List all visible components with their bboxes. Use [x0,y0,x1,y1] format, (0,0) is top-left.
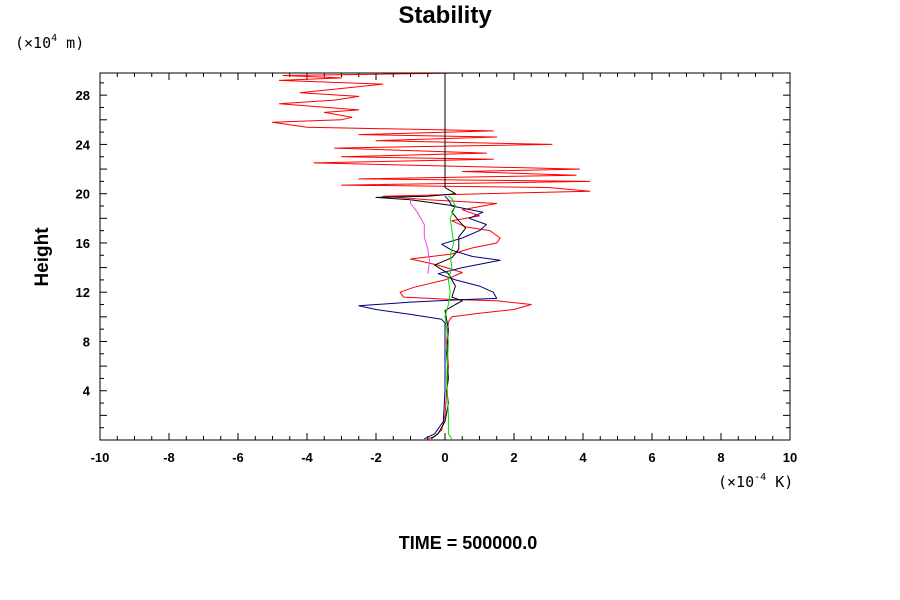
chart-title: Stability [398,2,492,29]
x-tick-label: -10 [91,450,110,465]
y-unit-exponent: 4 [51,33,57,44]
x-unit-label: (×10-4 K) [718,472,793,491]
y-tick-label: 28 [76,88,90,103]
series-layer [272,72,591,440]
time-footer: TIME = 500000.0 [399,533,538,553]
y-tick-label: 20 [76,187,90,202]
y-unit-suffix: m) [57,34,84,52]
x-tick-label: -8 [163,450,175,465]
series-line-5 [444,195,456,440]
series-line-1 [272,72,591,440]
x-tick-label: 8 [717,450,724,465]
y-unit-label: (×104 m) [15,33,84,52]
x-tick-label: -6 [232,450,244,465]
y-tick-label: 16 [76,236,90,251]
y-unit-prefix: (×10 [15,34,51,52]
y-tick-label: 24 [76,137,91,152]
x-tick-label: 10 [783,450,797,465]
series-line-2 [358,195,501,440]
y-tick-label: 8 [83,334,90,349]
x-unit-suffix: K) [766,473,793,491]
x-tick-label: 4 [579,450,587,465]
plot-frame [99,72,791,441]
x-unit-prefix: (×10 [718,473,754,491]
x-tick-label: -4 [301,450,313,465]
x-tick-label: 0 [441,450,448,465]
x-tick-label: 6 [648,450,655,465]
x-tick-label: 2 [510,450,517,465]
series-line-4 [410,197,430,274]
x-unit-exponent: -4 [754,472,766,483]
y-tick-label: 12 [76,285,90,300]
y-axis-title: Height [32,227,53,287]
series-line-3 [375,73,467,440]
y-tick-label: 4 [83,384,91,399]
x-tick-label: -2 [370,450,382,465]
